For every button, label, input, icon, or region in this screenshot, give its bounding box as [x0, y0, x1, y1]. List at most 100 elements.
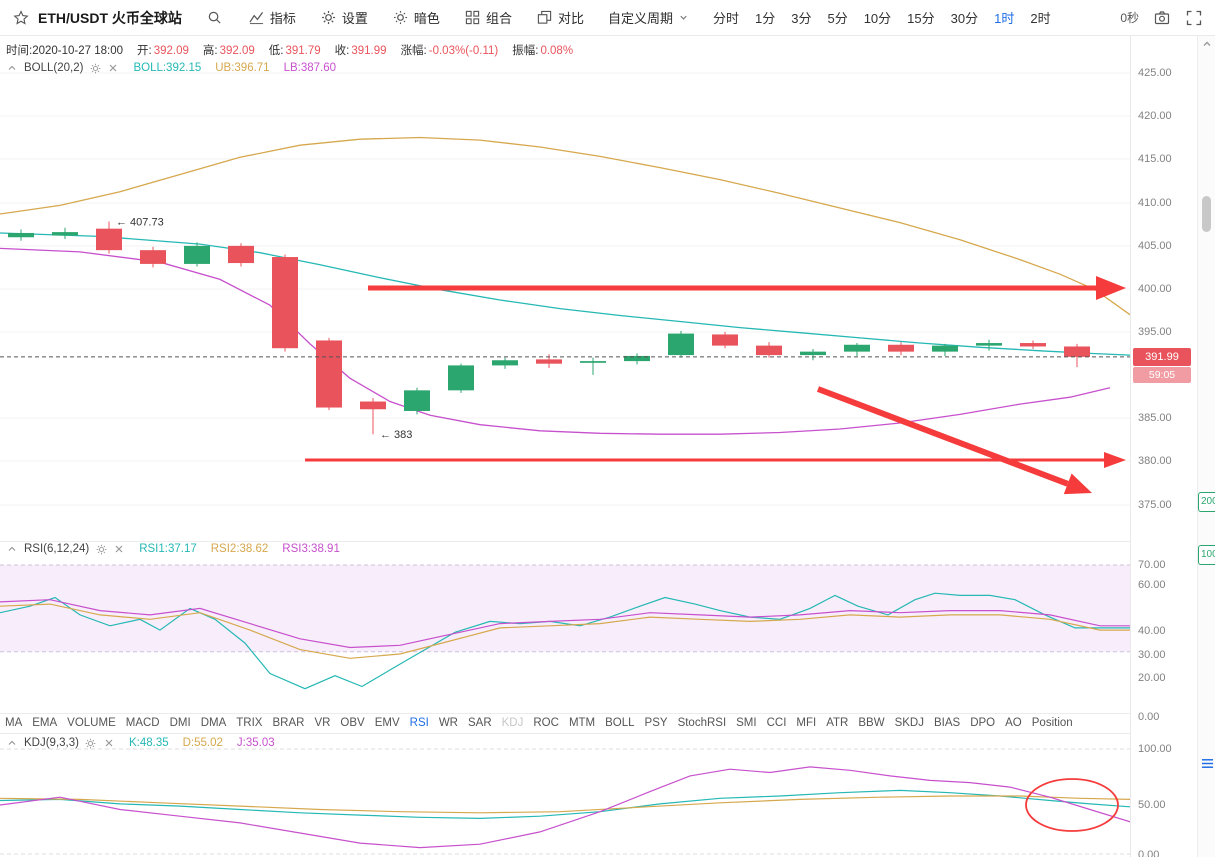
- period-10分[interactable]: 10分: [863, 11, 892, 26]
- close-icon[interactable]: [113, 543, 125, 555]
- page-scrollbar[interactable]: 200 100: [1197, 36, 1215, 857]
- tab-sar[interactable]: SAR: [467, 717, 492, 729]
- axis-label: 60.00: [1138, 579, 1166, 591]
- tab-ema[interactable]: EMA: [32, 717, 58, 729]
- tab-bbw[interactable]: BBW: [858, 717, 885, 729]
- ohlc-field: 开: 392.09: [137, 45, 189, 57]
- period-2时[interactable]: 2时: [1030, 11, 1051, 26]
- axis-label: 410.00: [1138, 197, 1172, 209]
- period-3分[interactable]: 3分: [791, 11, 812, 26]
- gear-icon[interactable]: [85, 737, 97, 749]
- indicators-label: 指标: [269, 11, 296, 26]
- price-axis: 391.99 59:05 425.00 420.00 415.00 410.00 405…: [1130, 36, 1198, 857]
- tab-boll[interactable]: BOLL: [605, 717, 635, 729]
- close-icon[interactable]: [103, 737, 115, 749]
- compare-button[interactable]: 对比: [536, 8, 584, 27]
- indicator-title: BOLL(20,2): [24, 62, 84, 74]
- candlestick-chart[interactable]: ← 407.73 ← 383: [0, 36, 1130, 541]
- period-selector: 分时 1分 3分 5分 10分 15分 30分 1时 2时: [713, 8, 1051, 27]
- axis-label: 405.00: [1138, 240, 1172, 252]
- list-icon[interactable]: [1200, 756, 1214, 770]
- collapse-icon[interactable]: [6, 737, 18, 749]
- tab-roc[interactable]: ROC: [533, 717, 559, 729]
- indicator-tabs: MA EMA VOLUME MACD DMI DMA TRIX BRAR VR OBV EMV RSI…: [0, 713, 1130, 733]
- custom-period-dropdown[interactable]: 自定义周期: [608, 8, 693, 27]
- countdown-label: 0秒: [1120, 11, 1139, 25]
- kdj-chart[interactable]: [0, 733, 1130, 857]
- indicators-button[interactable]: 指标: [248, 8, 296, 27]
- close-icon[interactable]: [107, 62, 119, 74]
- tab-dmi[interactable]: DMI: [169, 717, 191, 729]
- rsi-header: RSI(6,12,24) RSI1:37.17 RSI2:38.62 RSI3:38.…: [6, 543, 340, 555]
- tab-kdj[interactable]: KDJ: [501, 717, 524, 729]
- rsi-chart[interactable]: [0, 541, 1130, 713]
- tab-volume[interactable]: VOLUME: [67, 717, 116, 729]
- fullscreen-icon[interactable]: [1185, 9, 1203, 27]
- tab-dma[interactable]: DMA: [200, 717, 227, 729]
- tab-dpo[interactable]: DPO: [970, 717, 996, 729]
- favorite-star-icon[interactable]: [12, 9, 30, 27]
- grid-icon: [464, 9, 482, 27]
- search-icon[interactable]: [206, 9, 224, 27]
- svg-text:← 383: ← 383: [380, 429, 412, 441]
- tab-obv[interactable]: OBV: [340, 717, 365, 729]
- period-分时[interactable]: 分时: [712, 11, 739, 26]
- tab-skdj[interactable]: SKDJ: [894, 717, 924, 729]
- combo-button[interactable]: 组合: [464, 8, 512, 27]
- dark-mode-button[interactable]: 暗色: [392, 8, 440, 27]
- gear-icon: [320, 9, 338, 27]
- axis-label: 20.00: [1138, 672, 1166, 684]
- tab-ma[interactable]: MA: [5, 717, 23, 729]
- tab-macd[interactable]: MACD: [125, 717, 160, 729]
- collapse-icon[interactable]: [6, 543, 18, 555]
- tab-brar[interactable]: BRAR: [272, 717, 305, 729]
- tab-cci[interactable]: CCI: [766, 717, 787, 729]
- axis-label: 415.00: [1138, 153, 1172, 165]
- tab-rsi[interactable]: RSI: [409, 717, 429, 729]
- combo-label: 组合: [485, 11, 512, 26]
- tab-ao[interactable]: AO: [1005, 717, 1022, 729]
- axis-label: 425.00: [1138, 67, 1172, 79]
- chevron-down-icon: [675, 9, 693, 27]
- clipped-button-100[interactable]: 100: [1198, 545, 1215, 565]
- tab-smi[interactable]: SMI: [736, 717, 757, 729]
- period-30分[interactable]: 30分: [950, 11, 979, 26]
- tab-vr[interactable]: VR: [314, 717, 331, 729]
- candle-countdown-badge: 59:05: [1133, 367, 1191, 383]
- ohlc-info-bar: 时间:2020-10-27 18:00 开: 392.09 高: 392.09 低: 39…: [6, 42, 573, 58]
- axis-label: 30.00: [1138, 649, 1166, 661]
- gear-icon[interactable]: [89, 62, 101, 74]
- tab-psy[interactable]: PSY: [644, 717, 668, 729]
- clipped-button-200[interactable]: 200: [1198, 492, 1215, 512]
- indicator-value: K:48.35: [128, 737, 169, 749]
- tab-stochrsi[interactable]: StochRSI: [677, 717, 727, 729]
- settings-label: 设置: [341, 11, 368, 26]
- collapse-icon[interactable]: [6, 62, 18, 74]
- camera-icon[interactable]: [1153, 9, 1171, 27]
- indicator-value: RSI3:38.91: [282, 543, 340, 555]
- last-price-badge: 391.99: [1133, 348, 1191, 366]
- tab-mtm[interactable]: MTM: [568, 717, 596, 729]
- indicator-value: BOLL:392.15: [133, 62, 202, 74]
- scroll-up-arrow[interactable]: [1198, 37, 1215, 51]
- tab-emv[interactable]: EMV: [374, 717, 400, 729]
- svg-text:← 407.73: ← 407.73: [116, 217, 164, 229]
- indicator-value: LB:387.60: [283, 62, 337, 74]
- settings-button[interactable]: 设置: [320, 8, 368, 27]
- scrollbar-thumb[interactable]: [1202, 196, 1211, 232]
- tab-atr[interactable]: ATR: [826, 717, 849, 729]
- axis-label: 0.00: [1138, 711, 1160, 723]
- tab-trix[interactable]: TRIX: [236, 717, 263, 729]
- tab-bias[interactable]: BIAS: [933, 717, 961, 729]
- period-5分[interactable]: 5分: [827, 11, 848, 26]
- period-1分[interactable]: 1分: [755, 11, 776, 26]
- symbol-title: ETH/USDT 火币全球站: [38, 9, 182, 26]
- gear-icon[interactable]: [95, 543, 107, 555]
- tab-position[interactable]: Position: [1031, 717, 1073, 729]
- compare-icon: [536, 9, 554, 27]
- boll-header: BOLL(20,2) BOLL:392.15 UB:396.71 LB:387.60: [6, 62, 336, 74]
- period-15分[interactable]: 15分: [907, 11, 935, 26]
- tab-wr[interactable]: WR: [438, 717, 458, 729]
- tab-mfi[interactable]: MFI: [796, 717, 817, 729]
- period-1时[interactable]: 1时: [994, 11, 1015, 26]
